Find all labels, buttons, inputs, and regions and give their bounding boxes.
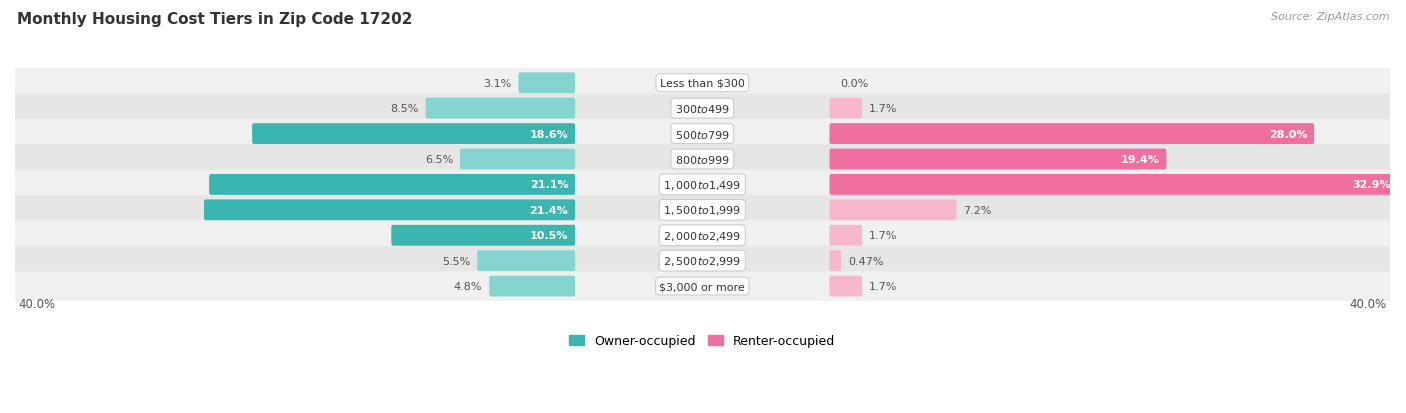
Text: 7.2%: 7.2% <box>963 205 993 215</box>
FancyBboxPatch shape <box>830 276 862 297</box>
FancyBboxPatch shape <box>830 225 862 246</box>
FancyBboxPatch shape <box>830 149 1166 170</box>
Text: $2,500 to $2,999: $2,500 to $2,999 <box>664 254 741 268</box>
Text: Less than $300: Less than $300 <box>659 78 745 88</box>
Text: 0.0%: 0.0% <box>839 78 868 88</box>
FancyBboxPatch shape <box>204 200 575 221</box>
Text: 10.5%: 10.5% <box>530 231 568 241</box>
FancyBboxPatch shape <box>209 175 575 195</box>
Text: 32.9%: 32.9% <box>1353 180 1392 190</box>
FancyBboxPatch shape <box>252 124 575 145</box>
Text: $500 to $799: $500 to $799 <box>675 128 730 140</box>
FancyBboxPatch shape <box>830 98 862 119</box>
Text: $2,000 to $2,499: $2,000 to $2,499 <box>664 229 741 242</box>
FancyBboxPatch shape <box>477 251 575 271</box>
FancyBboxPatch shape <box>426 98 575 119</box>
Text: 28.0%: 28.0% <box>1268 129 1308 139</box>
Text: 3.1%: 3.1% <box>484 78 512 88</box>
FancyBboxPatch shape <box>830 175 1398 195</box>
FancyBboxPatch shape <box>10 119 1395 149</box>
Text: 5.5%: 5.5% <box>441 256 471 266</box>
Text: 1.7%: 1.7% <box>869 281 897 291</box>
FancyBboxPatch shape <box>830 200 956 221</box>
FancyBboxPatch shape <box>830 124 1315 145</box>
FancyBboxPatch shape <box>830 251 841 271</box>
Text: $1,500 to $1,999: $1,500 to $1,999 <box>664 204 741 217</box>
Text: Source: ZipAtlas.com: Source: ZipAtlas.com <box>1271 12 1389 22</box>
FancyBboxPatch shape <box>10 170 1395 199</box>
FancyBboxPatch shape <box>489 276 575 297</box>
FancyBboxPatch shape <box>10 69 1395 98</box>
FancyBboxPatch shape <box>391 225 575 246</box>
Text: 21.1%: 21.1% <box>530 180 568 190</box>
Text: $1,000 to $1,499: $1,000 to $1,499 <box>664 178 741 192</box>
Text: $300 to $499: $300 to $499 <box>675 103 730 115</box>
Text: 8.5%: 8.5% <box>391 104 419 114</box>
FancyBboxPatch shape <box>10 94 1395 123</box>
Legend: Owner-occupied, Renter-occupied: Owner-occupied, Renter-occupied <box>564 329 841 352</box>
Text: 40.0%: 40.0% <box>1350 297 1386 310</box>
FancyBboxPatch shape <box>10 221 1395 250</box>
FancyBboxPatch shape <box>10 196 1395 225</box>
Text: 4.8%: 4.8% <box>454 281 482 291</box>
FancyBboxPatch shape <box>460 149 575 170</box>
Text: 0.47%: 0.47% <box>848 256 883 266</box>
Text: Monthly Housing Cost Tiers in Zip Code 17202: Monthly Housing Cost Tiers in Zip Code 1… <box>17 12 412 27</box>
FancyBboxPatch shape <box>519 73 575 94</box>
Text: 1.7%: 1.7% <box>869 231 897 241</box>
FancyBboxPatch shape <box>10 272 1395 301</box>
FancyBboxPatch shape <box>10 145 1395 174</box>
Text: 19.4%: 19.4% <box>1121 154 1160 165</box>
Text: $800 to $999: $800 to $999 <box>675 154 730 166</box>
Text: 1.7%: 1.7% <box>869 104 897 114</box>
Text: $3,000 or more: $3,000 or more <box>659 281 745 291</box>
Text: 40.0%: 40.0% <box>18 297 56 310</box>
Text: 18.6%: 18.6% <box>530 129 568 139</box>
Text: 6.5%: 6.5% <box>425 154 453 165</box>
FancyBboxPatch shape <box>10 246 1395 276</box>
Text: 21.4%: 21.4% <box>530 205 568 215</box>
